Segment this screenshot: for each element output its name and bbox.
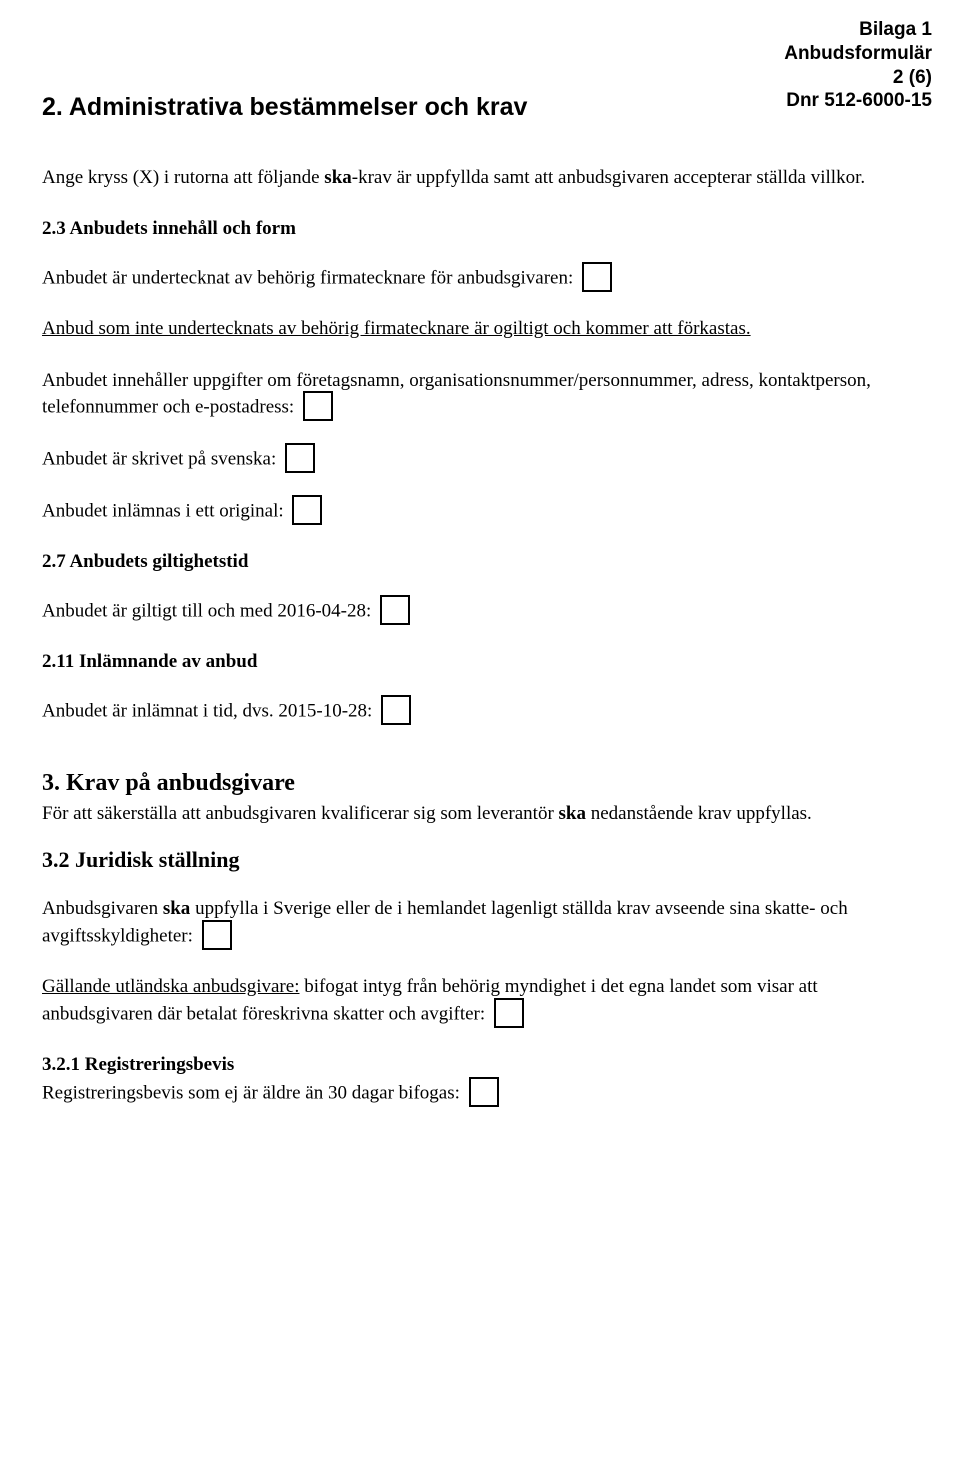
line-validity-text: Anbudet är giltigt till och med 2016-04-… <box>42 600 371 621</box>
section-2-intro: Ange kryss (X) i rutorna att följande sk… <box>42 165 932 191</box>
line-invalid: Anbud som inte undertecknats av behörig … <box>42 316 932 342</box>
checkbox-submitted[interactable] <box>381 695 411 725</box>
line-legal-pre: Anbudsgivaren <box>42 898 163 919</box>
intro-pre: Ange kryss (X) i rutorna att följande <box>42 167 324 188</box>
line-swedish: Anbudet är skrivet på svenska: <box>42 445 932 475</box>
checkbox-validity[interactable] <box>380 595 410 625</box>
header-bilaga: Bilaga 1 <box>42 18 932 42</box>
heading-2-3: 2.3 Anbudets innehåll och form <box>42 216 932 242</box>
intro-bold: ska <box>324 167 351 188</box>
line-submitted-text: Anbudet är inlämnat i tid, dvs. 2015-10-… <box>42 700 372 721</box>
line-validity: Anbudet är giltigt till och med 2016-04-… <box>42 597 932 627</box>
s3-intro-pre: För att säkerställa att anbudsgivaren kv… <box>42 803 559 824</box>
s3-intro-bold: ska <box>559 803 586 824</box>
checkbox-swedish[interactable] <box>285 443 315 473</box>
line-submitted: Anbudet är inlämnat i tid, dvs. 2015-10-… <box>42 697 932 727</box>
checkbox-signed[interactable] <box>582 262 612 292</box>
s3-intro-post: nedanstående krav uppfyllas. <box>586 803 812 824</box>
line-original-text: Anbudet inlämnas i ett original: <box>42 501 284 522</box>
checkbox-original[interactable] <box>292 495 322 525</box>
section-3-intro: För att säkerställa att anbudsgivaren kv… <box>42 801 932 827</box>
checkbox-company-info[interactable] <box>303 391 333 421</box>
heading-3-2: 3.2 Juridisk ställning <box>42 845 932 875</box>
heading-2-7: 2.7 Anbudets giltighetstid <box>42 549 932 575</box>
line-signed-text: Anbudet är undertecknat av behörig firma… <box>42 267 573 288</box>
line-legal-bold: ska <box>163 898 190 919</box>
line-legal: Anbudsgivaren ska uppfylla i Sverige ell… <box>42 896 932 952</box>
line-original: Anbudet inlämnas i ett original: <box>42 497 932 527</box>
checkbox-regbevis[interactable] <box>469 1077 499 1107</box>
heading-2-11: 2.11 Inlämnande av anbud <box>42 649 932 675</box>
line-company-info: Anbudet innehåller uppgifter om företags… <box>42 368 932 424</box>
line-regbevis-text: Registreringsbevis som ej är äldre än 30… <box>42 1083 460 1104</box>
line-signed: Anbudet är undertecknat av behörig firma… <box>42 264 932 294</box>
header-form: Anbudsformulär <box>42 42 932 66</box>
checkbox-foreign[interactable] <box>494 998 524 1028</box>
section-3-title: 3. Krav på anbudsgivare <box>42 767 932 799</box>
line-company-info-text: Anbudet innehåller uppgifter om företags… <box>42 370 871 418</box>
checkbox-legal[interactable] <box>202 920 232 950</box>
line-swedish-text: Anbudet är skrivet på svenska: <box>42 449 276 470</box>
heading-3-2-1: 3.2.1 Registreringsbevis <box>42 1052 932 1078</box>
intro-post: -krav är uppfyllda samt att anbudsgivare… <box>352 167 865 188</box>
line-regbevis: Registreringsbevis som ej är äldre än 30… <box>42 1079 932 1109</box>
line-foreign-underlined: Gällande utländska anbudsgivare: <box>42 976 299 997</box>
header-page: 2 (6) <box>42 66 932 90</box>
line-foreign: Gällande utländska anbudsgivare: bifogat… <box>42 974 932 1030</box>
